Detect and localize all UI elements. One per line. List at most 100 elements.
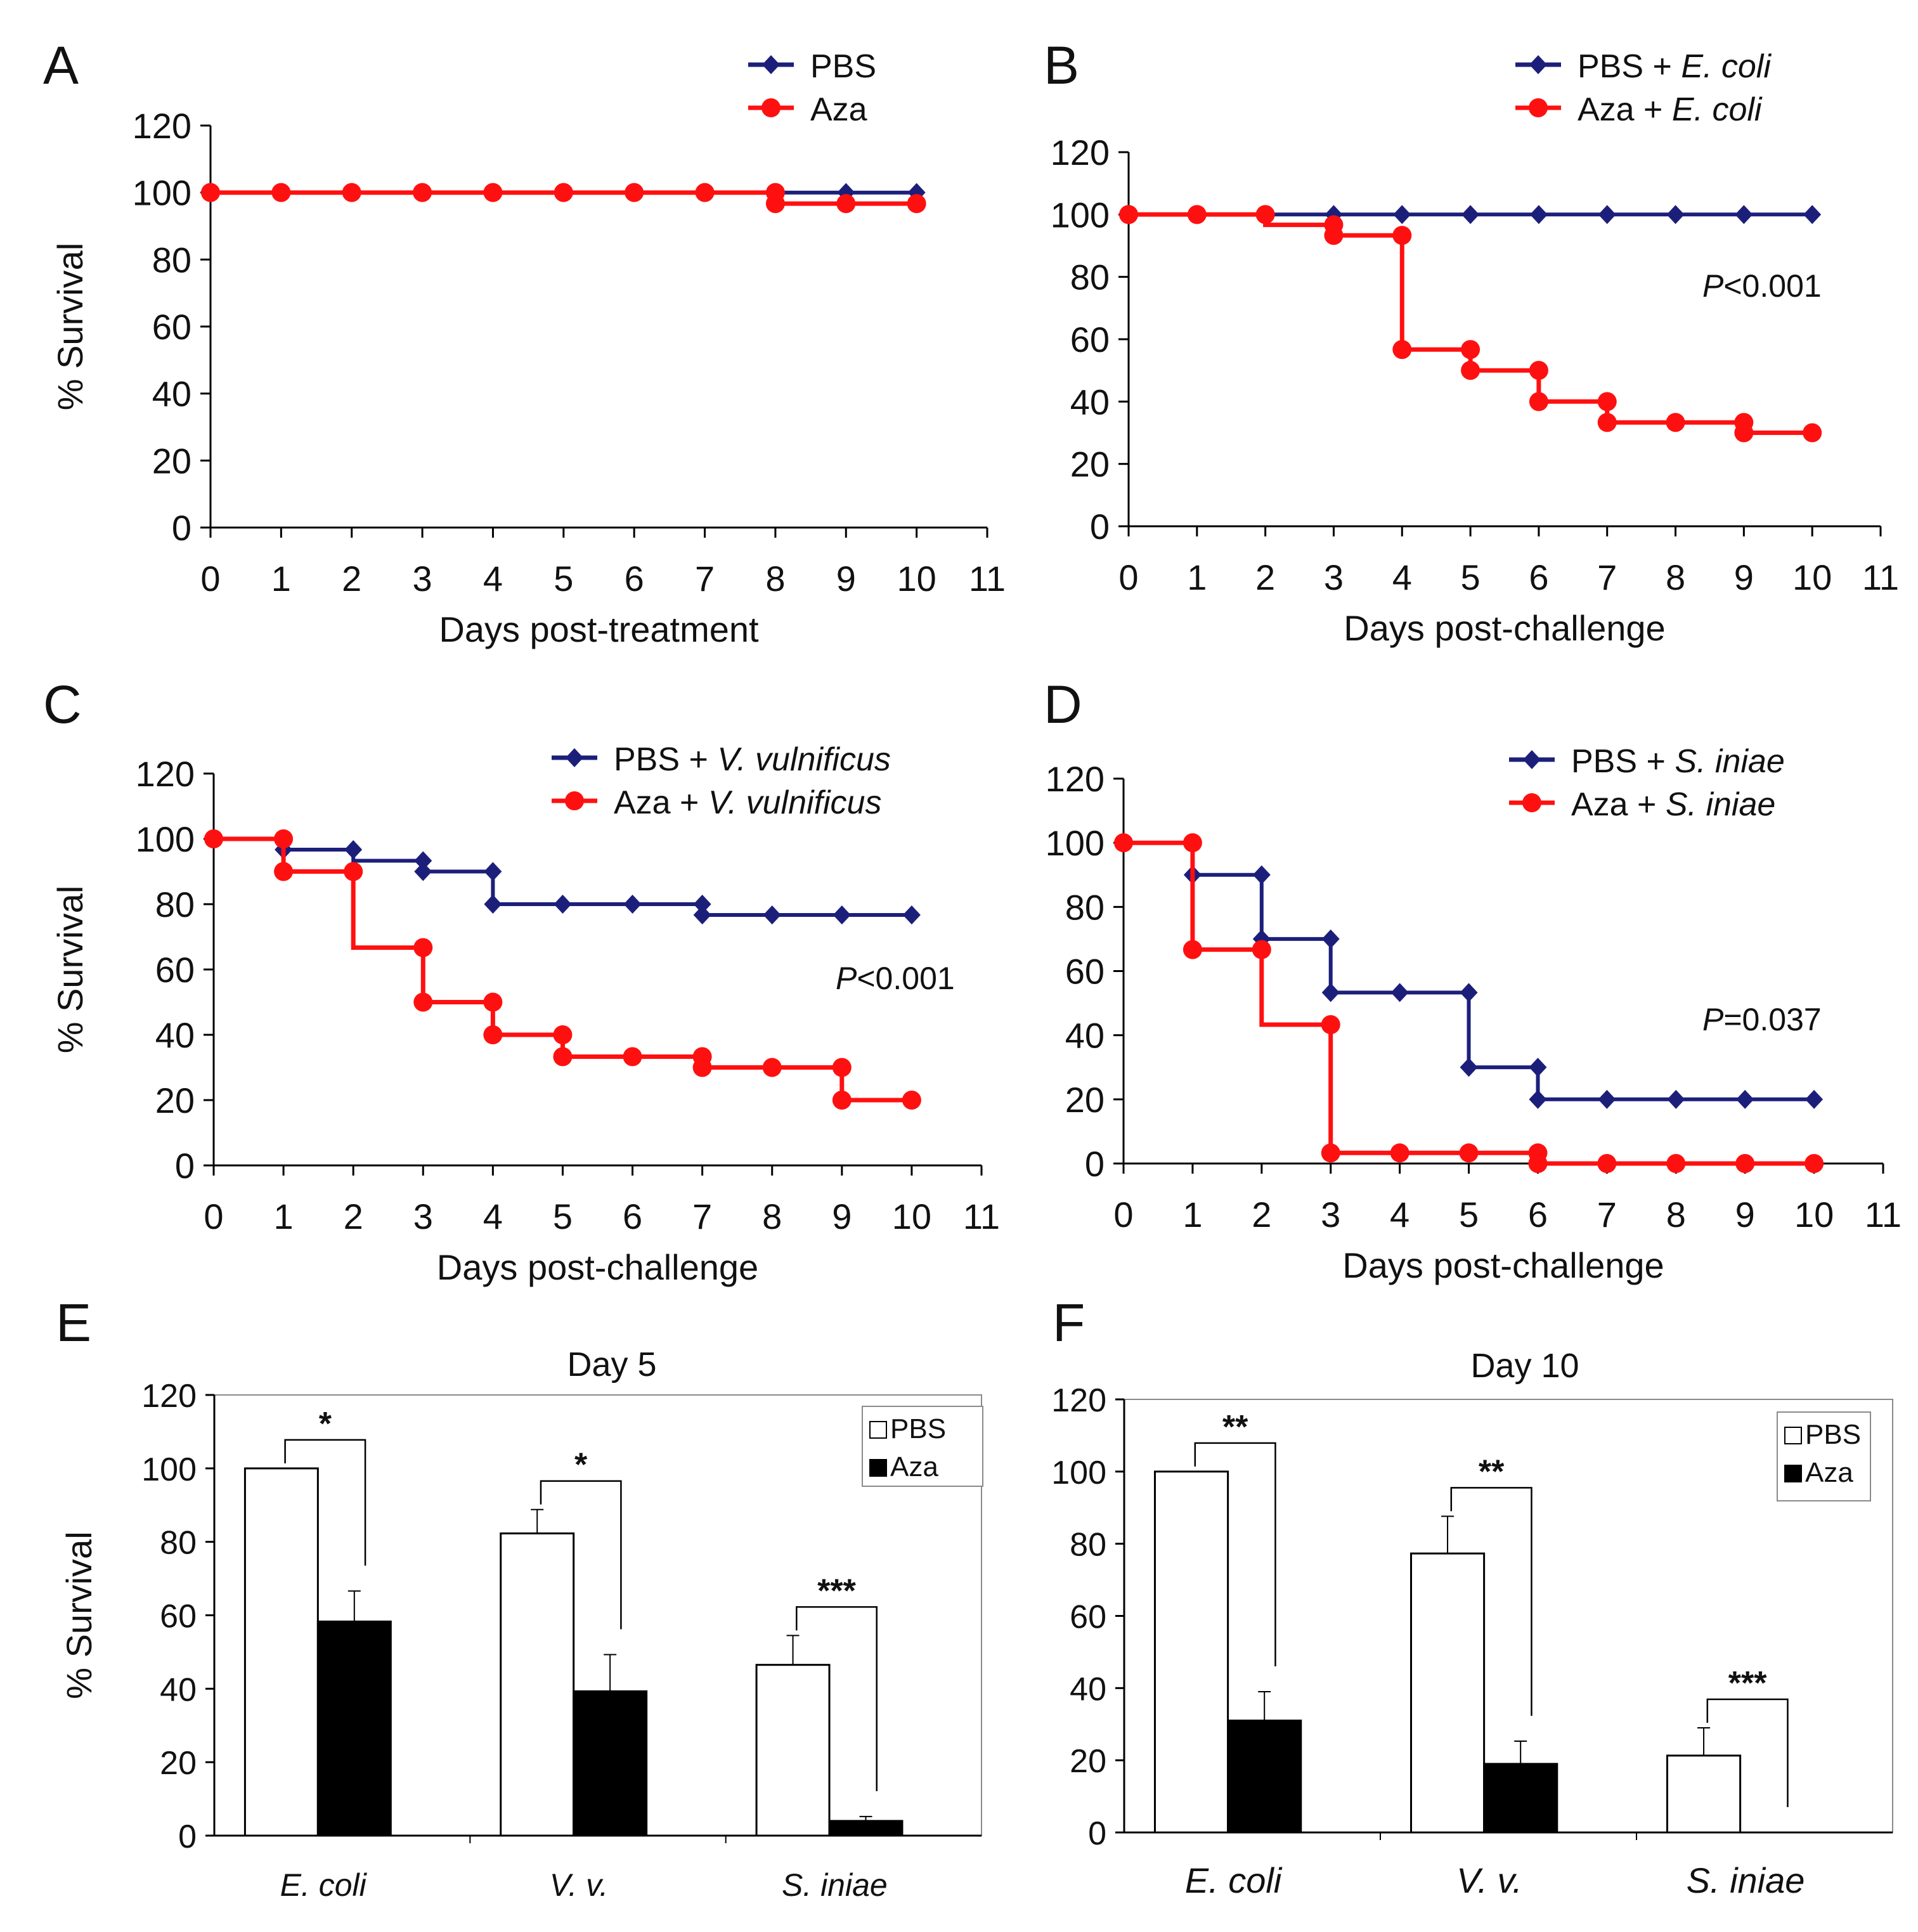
- data-point-aza: [625, 183, 644, 202]
- y-tick-label: 120: [141, 1378, 197, 1415]
- bar-pbs: [1666, 1754, 1742, 1834]
- legend-label: PBS + S. iniae: [1571, 743, 1785, 780]
- x-tick-label: 2: [1255, 557, 1275, 597]
- y-tick-label: 60: [160, 1598, 197, 1635]
- y-tick-label: 120: [1051, 1382, 1106, 1419]
- data-point-pbs: [1460, 1058, 1478, 1077]
- data-point-aza: [1803, 423, 1822, 443]
- category-label: S. iniae: [782, 1867, 888, 1903]
- panel-A: A 0 20 40 60 80 100 120 0 1 2 3 4 5 6 7 8 9 10 11 Days post-…: [43, 36, 1006, 649]
- bar-pbs: [755, 1664, 831, 1837]
- x-tick-label: 10: [892, 1196, 931, 1236]
- y-axis-title: % Survival: [50, 243, 90, 411]
- data-point-pbs: [1666, 205, 1685, 224]
- significance-bracket: [796, 1606, 878, 1791]
- x-tick-label: 1: [274, 1196, 294, 1236]
- data-point-aza: [1528, 1154, 1548, 1173]
- data-point-pbs: [1390, 983, 1409, 1002]
- x-tick-label: 10: [897, 559, 936, 599]
- legend-swatch-aza: [869, 1459, 887, 1477]
- x-tick-label: 10: [1792, 557, 1832, 597]
- panel-C: C 0 20 40 60 80 100 120 0 1 2 3 4 5 6 7 8 9 10 11 Days post-…: [43, 675, 1000, 1287]
- significance-mark: *: [574, 1447, 588, 1484]
- y-tick-label: 100: [136, 819, 195, 859]
- x-tick-label: 3: [1324, 557, 1344, 597]
- significance-bracket: [284, 1439, 366, 1566]
- data-point-pbs: [902, 905, 921, 924]
- legend-label: PBS: [1805, 1419, 1861, 1450]
- x-axis-title: Days post-challenge: [1342, 1245, 1664, 1285]
- data-point-aza: [1666, 413, 1685, 432]
- data-point-pbs: [1460, 983, 1478, 1002]
- category-label: V. v.: [1456, 1860, 1522, 1900]
- p-value-part: <0.001: [857, 961, 954, 996]
- data-point-aza: [413, 992, 433, 1012]
- data-point-pbs: [344, 840, 363, 859]
- y-axis-title: % Survival: [50, 886, 90, 1054]
- legend-marker: [566, 748, 583, 767]
- panel-label: C: [43, 675, 82, 734]
- x-tick-label: 7: [1597, 557, 1617, 597]
- y-tick-label: 60: [152, 307, 191, 347]
- data-point-aza: [1459, 1143, 1479, 1163]
- panel-F: F Day 10 0 20 40 60 80 100 120 ** E. coli ** V. v. **…: [1051, 1293, 1893, 1900]
- data-point-aza: [1529, 361, 1548, 380]
- data-point-aza: [1324, 226, 1344, 245]
- data-point-pbs: [1321, 929, 1340, 949]
- legend-label-part: E. coli: [1672, 91, 1763, 128]
- y-tick-label: 0: [178, 1819, 197, 1855]
- y-tick-label: 60: [1070, 1599, 1106, 1636]
- data-point-aza: [1805, 1154, 1824, 1173]
- data-point-aza: [483, 1025, 503, 1044]
- legend-label-part: V. vulnificus: [717, 741, 891, 778]
- data-point-aza: [553, 1025, 573, 1044]
- legend-marker: [1523, 750, 1541, 769]
- data-point-aza: [1119, 205, 1138, 224]
- data-point-aza: [483, 183, 503, 202]
- legend-marker: [762, 55, 780, 74]
- legend-label-part: PBS +: [1578, 48, 1681, 85]
- chart-title: Day 10: [1470, 1347, 1579, 1385]
- data-point-aza: [1255, 205, 1275, 224]
- x-tick-label: 3: [413, 559, 432, 599]
- category-label: E. coli: [1185, 1860, 1283, 1900]
- data-point-aza: [695, 183, 715, 202]
- y-tick-label: 20: [155, 1080, 195, 1120]
- data-point-aza: [1392, 340, 1412, 360]
- data-point-aza: [413, 938, 433, 957]
- data-point-aza: [554, 183, 573, 202]
- legend-label-part: PBS +: [614, 741, 717, 778]
- y-tick-label: 40: [1065, 1016, 1105, 1056]
- y-tick-label: 20: [160, 1745, 197, 1782]
- data-point-pbs: [1667, 1089, 1685, 1109]
- data-point-pbs: [1321, 983, 1340, 1002]
- x-tick-label: 4: [1392, 557, 1412, 597]
- legend-label-part: V. vulnificus: [708, 784, 882, 821]
- data-point-pbs: [1461, 205, 1480, 224]
- x-tick-label: 0: [1113, 1195, 1133, 1235]
- data-point-pbs: [1393, 205, 1411, 224]
- x-tick-label: 5: [1461, 557, 1481, 597]
- x-tick-label: 11: [969, 559, 1006, 599]
- x-tick-label: 2: [342, 559, 361, 599]
- category-label: V. v.: [550, 1867, 609, 1903]
- x-tick-label: 9: [1734, 557, 1754, 597]
- x-tick-label: 0: [1118, 557, 1138, 597]
- data-point-aza: [1390, 1143, 1409, 1163]
- data-point-aza: [1321, 1143, 1340, 1163]
- legend-label-part: Aza +: [1571, 786, 1666, 823]
- data-point-pbs: [623, 895, 642, 914]
- data-point-pbs: [484, 895, 502, 914]
- data-point-pbs: [1529, 1058, 1547, 1077]
- x-tick-label: 11: [1865, 1195, 1902, 1235]
- x-tick-label: 7: [692, 1196, 712, 1236]
- x-tick-label: 11: [1862, 557, 1899, 597]
- legend-label-part: Aza: [810, 91, 867, 128]
- panel-label: D: [1044, 675, 1082, 734]
- data-point-aza: [832, 1058, 852, 1077]
- x-tick-label: 0: [200, 559, 220, 599]
- data-point-pbs: [1805, 1089, 1824, 1109]
- data-point-pbs: [1736, 1089, 1754, 1109]
- data-point-pbs: [1735, 205, 1753, 224]
